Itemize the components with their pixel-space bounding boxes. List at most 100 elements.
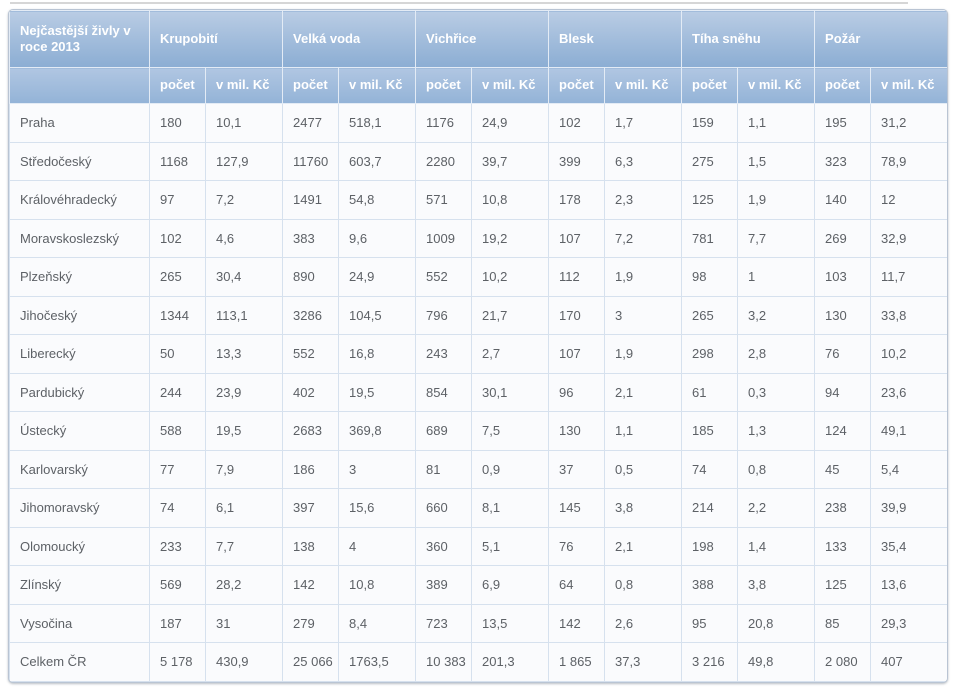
value-cell: 95	[681, 603, 739, 643]
value-cell: 3 216	[681, 642, 739, 682]
value-cell: 187	[149, 603, 206, 643]
value-cell: 102	[149, 218, 206, 258]
value-cell: 1,9	[737, 180, 816, 220]
table-row: Středočeský 1168 127,9 11760 603,7 2280 39,7 39…	[9, 141, 947, 181]
value-cell: 10,2	[471, 257, 550, 297]
value-cell: 360	[415, 526, 473, 566]
region-cell: Praha	[9, 103, 150, 143]
value-cell: 76	[548, 526, 606, 566]
value-cell: 214	[681, 488, 739, 528]
value-cell: 1009	[415, 218, 473, 258]
value-cell: 890	[282, 257, 340, 297]
value-cell: 244	[149, 372, 206, 412]
table-row: Karlovarský 77 7,9 186 3 81 0,9 37 0,5 74 0,8 45 5,4	[9, 449, 947, 489]
group-header-blesk: Blesk	[548, 10, 683, 68]
value-cell: 275	[681, 141, 739, 181]
region-cell: Pardubický	[9, 372, 150, 412]
table-title: Nejčastější živly v roce 2013	[9, 10, 150, 68]
value-cell: 7,7	[204, 526, 284, 566]
table-row: Jihomoravský 74 6,1 397 15,6 660 8,1 145 3,8 214 2…	[9, 488, 947, 528]
value-cell: 7,5	[471, 411, 550, 451]
value-cell: 2,1	[604, 372, 683, 412]
value-cell: 74	[149, 488, 206, 528]
value-cell: 16,8	[338, 334, 417, 374]
subheader-vmilkc: v mil. Kč	[737, 67, 816, 104]
value-cell: 238	[814, 488, 872, 528]
value-cell: 98	[681, 257, 739, 297]
value-cell: 0,8	[737, 449, 816, 489]
subheader-pocet: počet	[149, 67, 206, 104]
table-row: Olomoucký 233 7,7 138 4 360 5,1 76 2,1 198 1,4 133 3…	[9, 526, 947, 566]
value-cell: 39,7	[471, 141, 550, 181]
value-cell: 49,8	[737, 642, 816, 682]
value-cell: 12	[870, 180, 947, 220]
subheader-pocet: počet	[282, 67, 340, 104]
table-row: Praha 180 10,1 2477 518,1 1176 24,9 102 1,7 159 1,…	[9, 103, 947, 143]
value-cell: 107	[548, 218, 606, 258]
value-cell: 24,9	[338, 257, 417, 297]
value-cell: 37	[548, 449, 606, 489]
value-cell: 125	[681, 180, 739, 220]
value-cell: 3,8	[737, 565, 816, 605]
group-header-velka-voda: Velká voda	[282, 10, 417, 68]
value-cell: 1168	[149, 141, 206, 181]
value-cell: 13,3	[204, 334, 284, 374]
value-cell: 1,5	[737, 141, 816, 181]
value-cell: 269	[814, 218, 872, 258]
value-cell: 1	[737, 257, 816, 297]
value-cell: 125	[814, 565, 872, 605]
value-cell: 10 383	[415, 642, 473, 682]
value-cell: 0,8	[604, 565, 683, 605]
table-row: Královéhradecký 97 7,2 1491 54,8 571 10,8 178 2,…	[9, 180, 947, 220]
value-cell: 145	[548, 488, 606, 528]
value-cell: 97	[149, 180, 206, 220]
value-cell: 389	[415, 565, 473, 605]
value-cell: 61	[681, 372, 739, 412]
value-cell: 107	[548, 334, 606, 374]
value-cell: 1491	[282, 180, 340, 220]
value-cell: 5,4	[870, 449, 947, 489]
value-cell: 159	[681, 103, 739, 143]
value-cell: 383	[282, 218, 340, 258]
table-row: Ústecký 588 19,5 2683 369,8 689 7,5 130 1,1 185 1,…	[9, 411, 947, 451]
value-cell: 7,9	[204, 449, 284, 489]
top-divider	[10, 2, 908, 4]
value-cell: 854	[415, 372, 473, 412]
region-cell: Karlovarský	[9, 449, 150, 489]
value-cell: 1344	[149, 295, 206, 335]
value-cell: 31	[204, 603, 284, 643]
value-cell: 265	[681, 295, 739, 335]
value-cell: 170	[548, 295, 606, 335]
value-cell: 3,8	[604, 488, 683, 528]
value-cell: 323	[814, 141, 872, 181]
region-cell: Liberecký	[9, 334, 150, 374]
value-cell: 178	[548, 180, 606, 220]
value-cell: 104,5	[338, 295, 417, 335]
value-cell: 20,8	[737, 603, 816, 643]
value-cell: 103	[814, 257, 872, 297]
value-cell: 96	[548, 372, 606, 412]
value-cell: 186	[282, 449, 340, 489]
value-cell: 19,5	[204, 411, 284, 451]
value-cell: 37,3	[604, 642, 683, 682]
region-cell: Jihomoravský	[9, 488, 150, 528]
value-cell: 49,1	[870, 411, 947, 451]
value-cell: 369,8	[338, 411, 417, 451]
value-cell: 2280	[415, 141, 473, 181]
group-header-tiha-snehu: Tíha sněhu	[681, 10, 816, 68]
value-cell: 1763,5	[338, 642, 417, 682]
value-cell: 124	[814, 411, 872, 451]
value-cell: 1176	[415, 103, 473, 143]
value-cell: 4	[338, 526, 417, 566]
value-cell: 796	[415, 295, 473, 335]
value-cell: 140	[814, 180, 872, 220]
value-cell: 13,6	[870, 565, 947, 605]
subheader-pocet: počet	[548, 67, 606, 104]
value-cell: 23,9	[204, 372, 284, 412]
value-cell: 1,4	[737, 526, 816, 566]
value-cell: 77	[149, 449, 206, 489]
value-cell: 24,9	[471, 103, 550, 143]
value-cell: 1,9	[604, 257, 683, 297]
value-cell: 6,9	[471, 565, 550, 605]
table-row: Liberecký 50 13,3 552 16,8 243 2,7 107 1,9 298 2,8…	[9, 334, 947, 374]
